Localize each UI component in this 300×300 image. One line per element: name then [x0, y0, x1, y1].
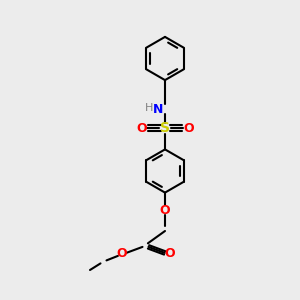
Text: O: O [164, 247, 175, 260]
Text: O: O [136, 122, 147, 135]
Text: N: N [153, 103, 164, 116]
Text: H: H [145, 103, 154, 113]
Text: O: O [160, 203, 170, 217]
Text: S: S [160, 122, 170, 135]
Text: O: O [183, 122, 194, 135]
Text: O: O [116, 247, 127, 260]
